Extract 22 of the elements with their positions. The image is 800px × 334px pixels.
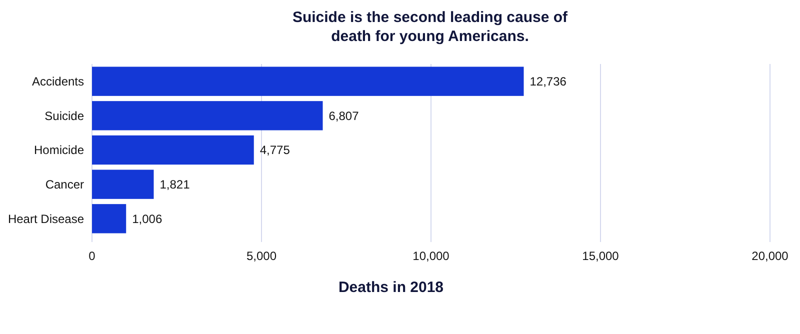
bar (92, 66, 524, 96)
data-label: 1,006 (132, 212, 162, 226)
y-tick-label: Heart Disease (8, 212, 84, 226)
chart-title: Suicide is the second leading cause of death for young Americans. (292, 9, 569, 45)
x-tick-label: 0 (88, 249, 96, 263)
y-tick-label: Suicide (44, 108, 84, 123)
bar (92, 170, 154, 199)
data-label: 12,736 (530, 74, 567, 89)
x-tick-label: 5,000 (246, 249, 277, 263)
bar (92, 204, 126, 234)
bar (92, 135, 254, 165)
x-tick-label: 15,000 (582, 249, 620, 263)
x-axis-title: Deaths in 2018 (338, 279, 444, 296)
data-label: 6,807 (328, 108, 360, 123)
x-tick-label: 20,000 (752, 249, 789, 263)
data-label: 1,821 (160, 178, 190, 192)
data-label: 4,775 (260, 143, 290, 158)
y-tick-label: Cancer (45, 178, 84, 192)
bar (92, 101, 323, 130)
y-tick-label: Homicide (34, 143, 84, 158)
x-tick-label: 10,000 (412, 249, 450, 263)
y-tick-label: Accidents (32, 74, 84, 89)
